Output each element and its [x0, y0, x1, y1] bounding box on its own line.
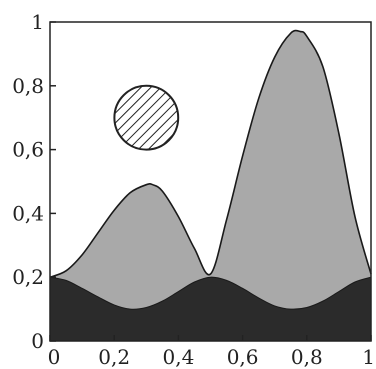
x-tick-label-3: 0,6	[227, 345, 259, 369]
y-tick-label-0: 0	[31, 329, 44, 353]
x-tick-label-0: 0	[48, 345, 61, 369]
x-tick-label-2: 0,4	[162, 345, 194, 369]
y-tick-label-1: 0,2	[12, 265, 44, 289]
upper-envelope-line	[49, 29, 372, 278]
x-tick-label-4: 0,8	[291, 345, 323, 369]
y-tick-label-3: 0,6	[12, 138, 44, 162]
lower-band-area	[50, 277, 371, 341]
y-tick-label-4: 0,8	[12, 74, 44, 98]
hatched-circle-0	[113, 84, 180, 151]
plot-area	[49, 29, 372, 341]
tick-labels: 0 0,2 0,4 0,6 0,8 1 0 0,2 0,4 0,6 0,8 1	[12, 10, 375, 369]
lower-band-line	[49, 276, 372, 310]
upper-envelope-area	[50, 30, 371, 341]
y-tick-label-2: 0,4	[12, 201, 44, 225]
x-tick-label-1: 0,2	[98, 345, 130, 369]
y-tick-label-5: 1	[31, 10, 44, 34]
plot-border	[49, 21, 372, 342]
x-tick-label-5: 1	[362, 345, 375, 369]
plot-frame	[49, 21, 372, 342]
